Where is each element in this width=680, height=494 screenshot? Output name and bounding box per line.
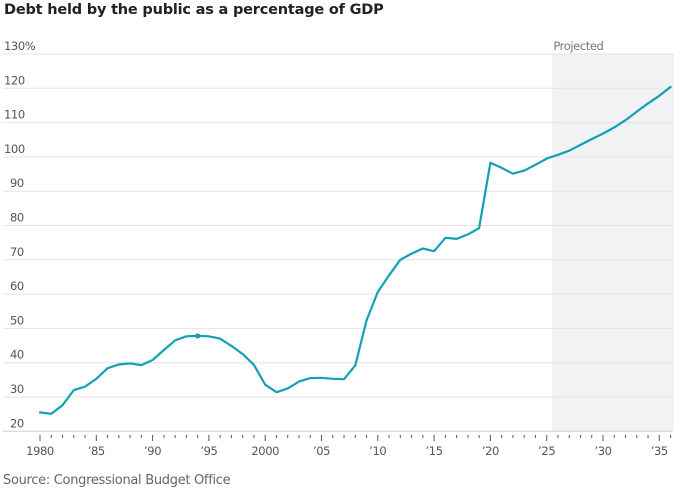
y-tick-label: 30 <box>10 382 24 396</box>
x-tick-label: ’20 <box>482 444 499 458</box>
projected-label: Projected <box>553 39 603 53</box>
x-tick-label: ’90 <box>144 444 161 458</box>
x-tick-label: ’35 <box>651 444 668 458</box>
y-tick-label: 80 <box>10 211 24 225</box>
y-tick-label: 60 <box>10 279 24 293</box>
y-tick-label: 120 <box>4 73 25 87</box>
chart-title: Debt held by the public as a percentage … <box>4 2 384 18</box>
y-tick-label: 50 <box>10 313 24 327</box>
x-axis: 1980 ’85 ’90 ’95 2000 ’05 ’10 ’15 ’20 ’25 ’30 ’35 <box>26 435 672 458</box>
highlight-marker <box>195 333 201 339</box>
y-tick-label: 20 <box>10 416 24 430</box>
y-tick-label: 110 <box>4 108 25 122</box>
x-tick-label: ’30 <box>594 444 611 458</box>
source-note: Source: Congressional Budget Office <box>3 473 231 488</box>
gridlines <box>3 53 672 432</box>
y-axis-labels: 20 30 40 50 60 70 80 90 100 110 120 130% <box>4 39 36 430</box>
x-tick-label: ’85 <box>88 444 105 458</box>
projected-region-layer: Projected <box>552 39 674 431</box>
series-layer <box>38 85 672 415</box>
x-tick-label: ’10 <box>369 444 386 458</box>
y-tick-label: 90 <box>10 176 24 190</box>
y-tick-label: 130% <box>4 39 36 53</box>
x-tick-label: ’05 <box>313 444 330 458</box>
y-tick-label: 70 <box>10 245 24 259</box>
series-line <box>38 85 672 415</box>
x-tick-label: 1980 <box>26 444 54 458</box>
x-tick-label: ’25 <box>538 444 555 458</box>
y-tick-label: 40 <box>10 348 24 362</box>
y-tick-label: 100 <box>4 142 25 156</box>
projected-region <box>552 54 674 431</box>
x-tick-label: ’95 <box>200 444 217 458</box>
x-tick-label: ’15 <box>426 444 443 458</box>
x-tick-label: 2000 <box>251 444 279 458</box>
